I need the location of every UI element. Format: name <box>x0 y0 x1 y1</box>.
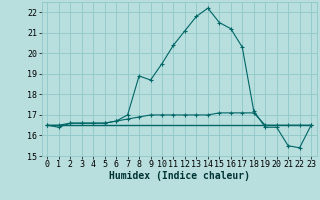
X-axis label: Humidex (Indice chaleur): Humidex (Indice chaleur) <box>109 171 250 181</box>
